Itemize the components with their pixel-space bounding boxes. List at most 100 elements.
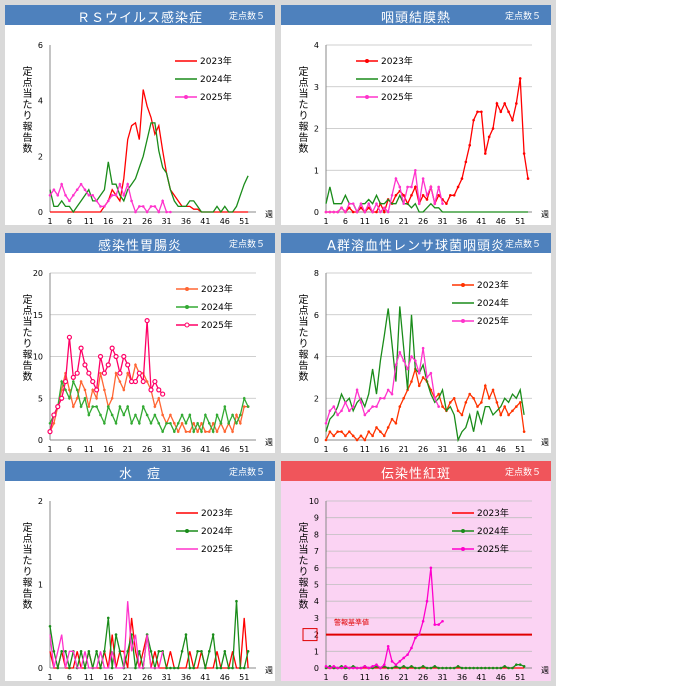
data-point bbox=[103, 422, 106, 425]
y-tick-label: 10 bbox=[33, 353, 43, 362]
x-axis-unit: 週 bbox=[541, 666, 549, 675]
data-point bbox=[522, 152, 526, 155]
data-point bbox=[336, 430, 339, 433]
data-point bbox=[515, 663, 518, 666]
data-point bbox=[173, 422, 176, 425]
data-point bbox=[522, 665, 526, 668]
series-line bbox=[326, 170, 444, 214]
legend-label: 2025年 bbox=[477, 543, 509, 555]
x-tick-label: 36 bbox=[457, 217, 467, 225]
data-point bbox=[60, 380, 63, 383]
data-point bbox=[511, 409, 514, 413]
data-point bbox=[204, 430, 207, 433]
legend-marker bbox=[184, 322, 190, 328]
data-point bbox=[480, 401, 483, 404]
data-point bbox=[348, 206, 351, 210]
data-point bbox=[355, 438, 359, 442]
y-axis-label: 定点当たり報告数 bbox=[298, 523, 309, 611]
data-point bbox=[91, 405, 95, 408]
data-point bbox=[118, 182, 122, 186]
data-point bbox=[75, 388, 79, 392]
data-point bbox=[417, 666, 421, 670]
x-tick-label: 21 bbox=[399, 217, 409, 225]
panel-header: ＲＳウイルス感染症 定点数５ bbox=[5, 5, 275, 26]
data-point bbox=[351, 202, 355, 205]
data-point bbox=[82, 362, 88, 368]
data-point bbox=[105, 362, 111, 368]
legend-label: 2024年 bbox=[201, 525, 233, 537]
data-point bbox=[66, 334, 73, 340]
data-point bbox=[149, 422, 153, 425]
chart-title: 感染性胃腸炎 bbox=[97, 239, 182, 254]
data-point bbox=[200, 650, 203, 653]
legend-marker bbox=[185, 287, 189, 291]
data-point bbox=[472, 666, 475, 670]
data-point bbox=[231, 666, 234, 670]
data-point bbox=[215, 666, 219, 670]
data-point bbox=[246, 405, 250, 408]
y-tick-label: 9 bbox=[314, 514, 319, 523]
legend-label: 2023年 bbox=[201, 507, 233, 519]
data-point bbox=[95, 396, 98, 400]
x-tick-label: 1 bbox=[323, 217, 328, 225]
panel-header: A群溶血性レンサ球菌咽頭炎 定点数５ bbox=[281, 233, 551, 254]
series-line bbox=[49, 379, 249, 434]
series-line bbox=[49, 362, 249, 434]
data-point bbox=[511, 118, 514, 122]
data-point bbox=[207, 422, 211, 425]
data-point bbox=[231, 413, 234, 417]
data-point bbox=[425, 666, 429, 670]
x-tick-label: 51 bbox=[515, 445, 525, 453]
data-point bbox=[348, 666, 351, 670]
data-point bbox=[196, 422, 199, 425]
data-point bbox=[483, 384, 487, 388]
y-tick-label: 1 bbox=[314, 647, 319, 656]
data-point bbox=[242, 666, 246, 670]
chart-panel-4: A群溶血性レンサ球菌咽頭炎 定点数５ 定点当たり報告数 0 2 4 6 8 1 6 11 16 21 26… bbox=[281, 233, 551, 453]
legend-label: 2024年 bbox=[200, 73, 232, 85]
x-tick-label: 31 bbox=[161, 217, 171, 225]
data-point bbox=[336, 666, 339, 670]
data-point bbox=[64, 194, 67, 197]
x-tick-label: 41 bbox=[200, 217, 210, 225]
x-tick-label: 1 bbox=[323, 445, 328, 453]
data-point bbox=[433, 665, 437, 668]
data-point bbox=[460, 666, 464, 670]
data-point bbox=[518, 663, 522, 666]
data-point bbox=[398, 351, 402, 354]
data-point bbox=[456, 185, 460, 189]
y-tick-label: 20 bbox=[33, 269, 43, 278]
data-point bbox=[402, 656, 405, 660]
data-point bbox=[495, 401, 499, 404]
data-point bbox=[87, 413, 91, 417]
data-point bbox=[340, 409, 343, 413]
chart-panel-6: 伝染性紅斑 定点数５ 定点当たり報告数 0 1 2 3 4 5 6 7 8 9 10 1 6 11 16 21 26 3… bbox=[281, 461, 551, 681]
legend-marker bbox=[185, 305, 189, 309]
data-point bbox=[114, 422, 118, 425]
data-point bbox=[95, 199, 98, 203]
x-tick-label: 26 bbox=[418, 217, 428, 225]
data-point bbox=[417, 633, 421, 636]
data-point bbox=[97, 353, 104, 360]
data-point bbox=[157, 650, 161, 653]
x-tick-label: 6 bbox=[67, 217, 72, 225]
sentinel-count: 定点数５ bbox=[504, 240, 541, 250]
data-point bbox=[184, 430, 188, 433]
data-point bbox=[468, 666, 472, 670]
data-point bbox=[91, 194, 95, 197]
data-point bbox=[242, 405, 246, 408]
data-point bbox=[414, 636, 417, 640]
legend-marker bbox=[461, 283, 465, 287]
data-point bbox=[219, 666, 223, 670]
data-point bbox=[68, 388, 71, 392]
x-tick-label: 11 bbox=[84, 445, 94, 453]
x-tick-label: 26 bbox=[418, 673, 428, 681]
data-point bbox=[83, 666, 87, 670]
legend-label: 2024年 bbox=[201, 301, 233, 313]
data-point bbox=[56, 194, 60, 197]
data-point bbox=[359, 206, 363, 210]
data-point bbox=[106, 199, 110, 203]
data-point bbox=[332, 434, 336, 438]
data-point bbox=[87, 194, 91, 197]
data-point bbox=[398, 666, 402, 670]
